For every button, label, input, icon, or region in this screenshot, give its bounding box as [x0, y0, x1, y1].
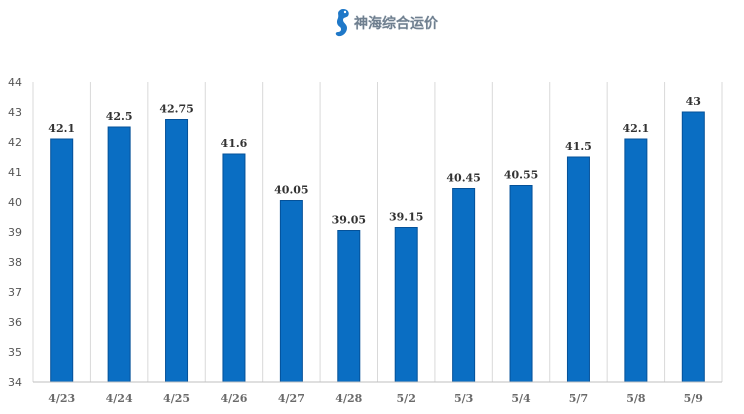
x-tick-label: 5/9	[684, 392, 703, 405]
data-label: 39.15	[389, 211, 423, 224]
bar	[452, 188, 476, 383]
data-labels: 42.1 42.5 42.75 41.6 40.05 39.05 39.15 40.45 40.…	[48, 95, 701, 227]
y-tick-label: 42	[8, 136, 22, 149]
bar	[681, 111, 705, 383]
data-label: 42.1	[48, 122, 75, 135]
bar	[50, 138, 74, 383]
seahorse-icon	[335, 9, 349, 37]
data-label: 39.05	[332, 214, 366, 227]
y-axis-ticks: 34 35 36 37 38 39 40 41 42 43 44	[8, 76, 22, 389]
data-label: 41.5	[565, 140, 592, 153]
data-label: 40.45	[446, 172, 480, 185]
y-tick-label: 44	[8, 76, 22, 89]
y-tick-label: 41	[8, 166, 22, 179]
x-axis-ticks: 4/23 4/24 4/25 4/26 4/27 4/28 5/2 5/3 5/4 5/7 5/8 5…	[48, 392, 703, 405]
x-tick-label: 4/24	[106, 392, 133, 405]
data-label: 43	[686, 95, 701, 108]
data-label: 41.6	[221, 137, 248, 150]
brand-logo: 神海综合运价	[332, 6, 438, 40]
bar	[624, 138, 648, 383]
data-label: 40.05	[274, 184, 308, 197]
y-tick-label: 35	[8, 346, 22, 359]
bar	[566, 156, 590, 383]
bar	[509, 185, 533, 383]
x-tick-label: 5/4	[511, 392, 531, 405]
bar	[279, 200, 303, 383]
x-tick-label: 4/23	[48, 392, 75, 405]
bar	[222, 153, 246, 383]
x-tick-label: 5/3	[454, 392, 473, 405]
x-tick-label: 4/25	[163, 392, 190, 405]
data-label: 40.55	[504, 169, 538, 182]
x-tick-label: 4/27	[278, 392, 305, 405]
y-tick-label: 43	[8, 106, 22, 119]
x-tick-label: 5/8	[626, 392, 646, 405]
y-tick-label: 38	[8, 256, 22, 269]
bar	[165, 119, 189, 383]
x-tick-label: 4/26	[220, 392, 247, 405]
x-tick-label: 5/7	[569, 392, 588, 405]
grid-lines	[32, 82, 723, 382]
y-tick-label: 37	[8, 286, 22, 299]
bar	[337, 230, 361, 383]
y-tick-label: 34	[8, 376, 22, 389]
bar	[394, 227, 418, 383]
bar-series	[50, 111, 705, 383]
y-tick-label: 39	[8, 226, 22, 239]
bar	[107, 126, 131, 383]
x-tick-label: 4/28	[335, 392, 362, 405]
brand-name: 神海综合运价	[354, 16, 438, 32]
y-tick-label: 40	[8, 196, 22, 209]
y-tick-label: 36	[8, 316, 22, 329]
data-label: 42.75	[159, 103, 193, 116]
data-label: 42.1	[622, 122, 649, 135]
x-tick-label: 5/2	[397, 392, 416, 405]
data-label: 42.5	[106, 110, 133, 123]
